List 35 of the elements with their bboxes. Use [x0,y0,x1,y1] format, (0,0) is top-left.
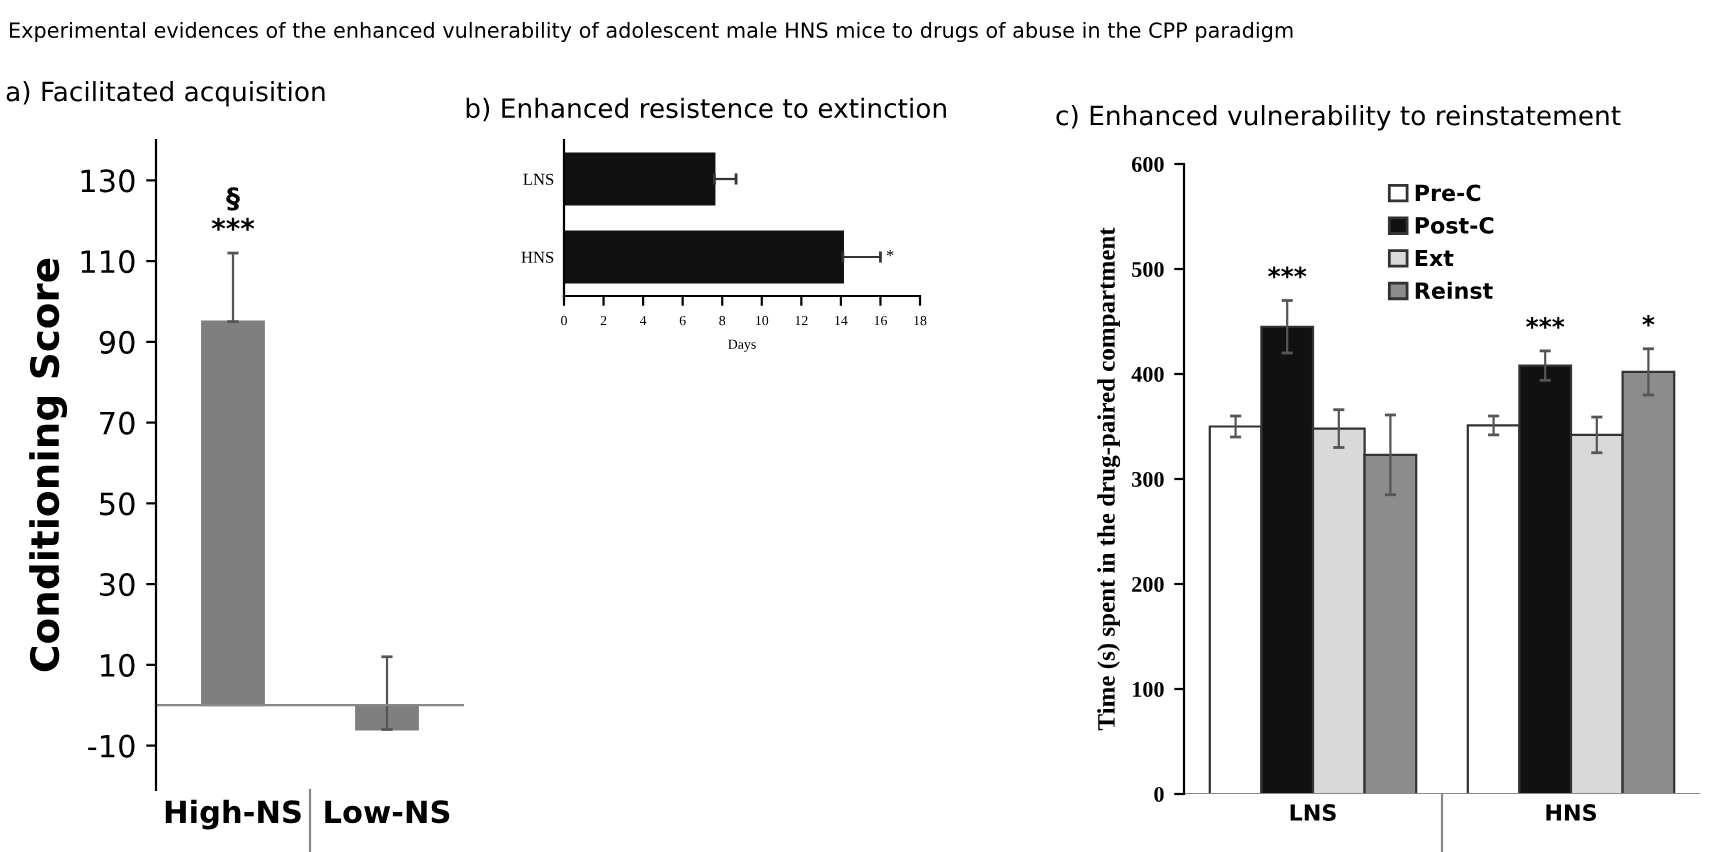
text: Experimental evidences of the enhanced vulnerability of adolescent male HNS mice to drugs of abuse in the CPP paradigm [10,21,1293,43]
x-tick-label: High-NS [165,799,301,830]
y-tick-label: 130 [81,169,135,193]
annotation: * [1642,314,1655,327]
y-tick-label: 30 [100,573,135,597]
legend-label: Reinst [1415,281,1493,300]
x-tick-label: Low-NS [325,800,450,824]
chart-title: c) Enhanced vulnerability to reinstatement [1056,105,1621,131]
x-tick-label: LNS [1290,804,1336,821]
legend-label: Ext [1415,249,1454,267]
y-tick-label: 0 [1154,786,1164,802]
y-tick-label: 400 [1131,366,1164,382]
y-tick-label: -10 [88,734,135,758]
y-axis-title: Conditioning Score [29,258,68,672]
annotation: *** [211,217,255,231]
y-tick-label: 110 [81,250,135,274]
chart-title: b) Enhanced resistence to extinction [466,97,946,122]
y-tick-label: 300 [1132,471,1164,487]
y-axis-title: Time (s) spent in the drug-paired compartment [1097,227,1121,731]
y-tick-label: 70 [100,411,135,435]
annotation: * [886,250,894,257]
y-tick-label: 100 [1133,681,1164,697]
annotation: *** [1526,317,1565,329]
chart-title: a) Facilitated acquisition [6,81,325,107]
y-tick-label: 200 [1132,576,1164,592]
y-tick-label: 10 [101,653,135,677]
legend-label: Post-C [1415,217,1494,234]
y-tick-label: 600 [1131,156,1164,172]
x-tick-label: HNS [1546,804,1596,821]
y-tick-label: 50 [100,492,135,516]
annotation: § [226,187,240,211]
legend-label: Pre-C [1415,184,1481,202]
y-tick-label: 500 [1132,261,1164,277]
annotation: *** [1268,266,1307,279]
y-tick-label: 90 [99,330,135,354]
